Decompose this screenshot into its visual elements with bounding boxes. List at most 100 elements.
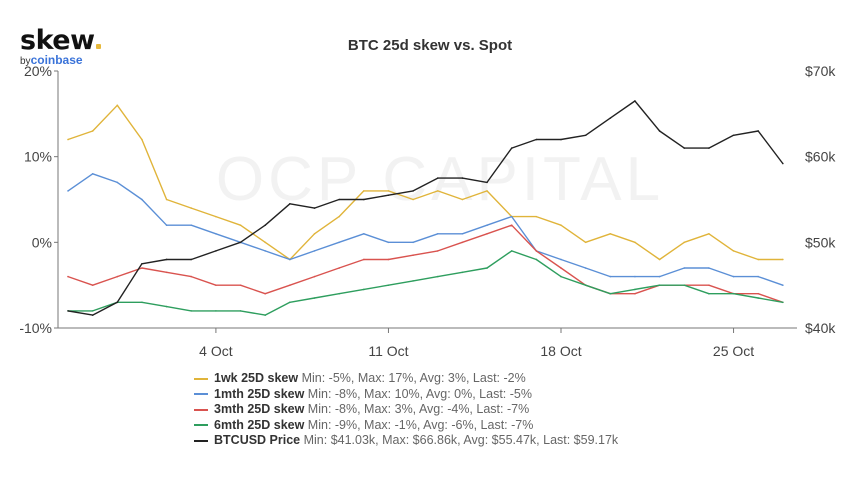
legend-series-stats: Min: $41.03k, Max: $66.86k, Avg: $55.47k… [303, 433, 619, 447]
data-point [782, 301, 784, 304]
legend-item[interactable]: 3mth 25D skew Min: -8%, Max: 3%, Avg: -4… [194, 402, 618, 418]
data-point [215, 310, 217, 312]
data-point [584, 267, 587, 269]
series-line-1mth-25d-skew [67, 173, 784, 286]
left-tick-label: 0% [32, 234, 52, 250]
data-point [732, 134, 735, 137]
data-point [289, 301, 291, 304]
data-point [486, 232, 488, 235]
data-point [510, 215, 513, 218]
data-point [412, 254, 414, 256]
data-point [658, 130, 661, 132]
data-point [91, 314, 94, 316]
data-point [116, 275, 119, 278]
data-point [732, 250, 735, 252]
data-point [683, 267, 686, 269]
data-point [412, 241, 414, 244]
data-point [264, 241, 267, 244]
data-point [363, 198, 365, 201]
data-point [239, 241, 242, 244]
data-point [313, 232, 316, 235]
legend-item[interactable]: 1mth 25D skew Min: -8%, Max: 10%, Avg: 0… [194, 387, 618, 403]
data-point [190, 258, 193, 261]
data-point [658, 258, 661, 261]
legend-item[interactable]: BTCUSD Price Min: $41.03k, Max: $66.86k,… [194, 433, 618, 449]
data-point [535, 250, 538, 252]
left-tick-label: 20% [24, 63, 52, 79]
data-point [708, 147, 710, 149]
data-point [313, 297, 316, 299]
legend: 1wk 25D skew Min: -5%, Max: 17%, Avg: 3%… [194, 371, 618, 449]
data-point [289, 284, 291, 286]
data-point [609, 275, 612, 278]
data-point [141, 138, 143, 141]
data-point [165, 198, 168, 201]
data-point [141, 262, 143, 265]
data-point [91, 310, 94, 312]
data-point [387, 194, 390, 197]
data-point [190, 224, 193, 226]
data-point [510, 224, 513, 226]
data-point [363, 258, 365, 261]
data-point [609, 232, 612, 235]
data-point [683, 284, 686, 286]
data-point [264, 292, 267, 295]
data-point [560, 224, 562, 226]
data-point [289, 258, 291, 261]
data-point [510, 147, 513, 149]
left-tick-label: -10% [19, 320, 52, 336]
data-point [461, 198, 464, 201]
legend-item[interactable]: 6mth 25D skew Min: -9%, Max: -1%, Avg: -… [194, 418, 618, 434]
data-point [683, 241, 686, 244]
data-point [560, 267, 562, 269]
data-point [535, 215, 538, 218]
legend-swatch [194, 439, 208, 442]
data-point [387, 190, 390, 192]
data-point [634, 100, 636, 102]
data-point [486, 181, 488, 184]
data-point [91, 130, 94, 132]
data-point [584, 134, 587, 137]
data-point [264, 224, 267, 226]
series-line-btcusd-price [67, 100, 784, 316]
data-point [609, 117, 612, 119]
right-tick-label: $60k [805, 149, 836, 165]
data-point [486, 190, 488, 192]
legend-series-stats: Min: -5%, Max: 17%, Avg: 3%, Last: -2% [301, 371, 526, 385]
data-point [634, 288, 636, 291]
data-point [165, 305, 168, 308]
series-line-3mth-25d-skew [67, 224, 784, 303]
data-point [436, 177, 439, 179]
data-point [708, 284, 710, 286]
data-point [757, 130, 759, 132]
data-point [560, 138, 562, 141]
skew-logo: skew bycoinbase [20, 25, 101, 67]
data-point [634, 292, 636, 295]
legend-swatch [194, 408, 208, 411]
logo-brand: skew [20, 25, 95, 56]
data-point [510, 250, 513, 252]
legend-item[interactable]: 1wk 25D skew Min: -5%, Max: 17%, Avg: 3%… [194, 371, 618, 387]
legend-series-stats: Min: -9%, Max: -1%, Avg: -6%, Last: -7% [307, 417, 534, 432]
right-tick-label: $70k [805, 63, 836, 79]
data-point [782, 162, 784, 165]
legend-series-name: 1mth 25D skew [214, 386, 308, 401]
data-point [387, 241, 390, 244]
data-point [313, 207, 316, 209]
data-point [215, 284, 217, 286]
legend-swatch [194, 377, 208, 380]
data-point [757, 275, 759, 278]
data-point [683, 147, 686, 149]
data-point [338, 198, 340, 201]
x-tick-label: 25 Oct [713, 343, 754, 359]
watermark: OCP CAPITAL [216, 145, 664, 214]
data-point [141, 267, 143, 269]
data-point [165, 271, 168, 274]
data-point [436, 250, 439, 252]
data-point [436, 232, 439, 235]
data-point [436, 190, 439, 192]
data-point [732, 275, 735, 278]
data-point [634, 275, 636, 278]
